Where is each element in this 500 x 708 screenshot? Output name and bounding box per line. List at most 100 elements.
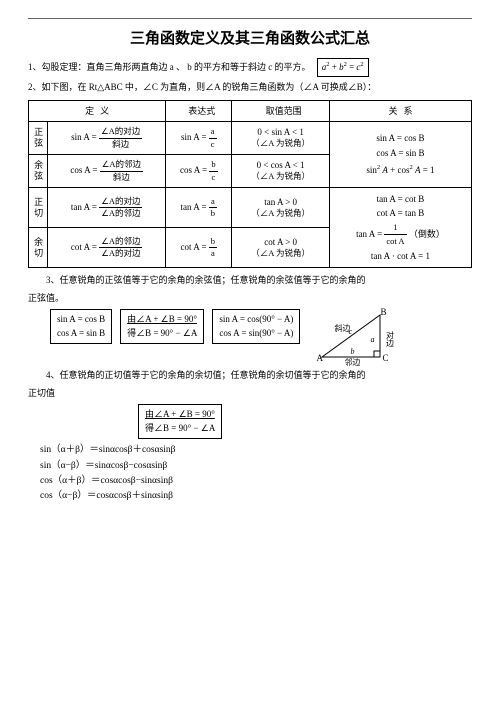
th-range: 取值范围 (232, 101, 330, 122)
tri-a: a (370, 335, 374, 344)
box-derive-B-2: 由∠A + ∠B = 90° 得∠B = 90° − ∠A (138, 404, 222, 439)
cos-expr-den: c (209, 172, 217, 183)
tan-range1: tan A > 0 (235, 196, 326, 208)
tri-opp: 对边 (384, 331, 395, 347)
sin-expr-lhs: sin A = (181, 132, 207, 142)
cos-range1: 0 < cos A < 1 (235, 159, 326, 171)
sin-range2: （∠A 为锐角） (235, 138, 326, 149)
cot-def-lhs: cot A = (71, 242, 97, 252)
para-3: 3、任意锐角的正弦值等于它的余角的余弦值；任意锐角的余弦值等于它的余角的 (28, 274, 472, 288)
table-header-row: 定义 表达式 取值范围 关系 (29, 101, 472, 122)
box3a: sin A = cos(90° − A) (219, 313, 293, 327)
sum-diff-formulas: sin（α＋β）＝sinαcosβ＋cosαsinβ sin（α−β）＝sinα… (40, 443, 472, 504)
formula-sin-diff: sin（α−β）＝sinαcosβ−cosαsinβ (40, 459, 472, 474)
para-pythagoras: 1、勾股定理：直角三角形两直角边 a 、 b 的平方和等于斜边 c 的平方。 a… (28, 58, 472, 77)
row-label-tan: 正切 (29, 188, 48, 228)
cos-expr-num: b (209, 159, 217, 171)
page-title: 三角函数定义及其三角函数公式汇总 (28, 27, 472, 48)
cot-expr-lhs: cot A = (180, 242, 206, 252)
tan-def-lhs: tan A = (71, 202, 97, 212)
rel-2b: cot A = tan B (333, 206, 468, 220)
complementary-row: sin A = cos B cos A = sin B 由∠A + ∠B = 9… (50, 309, 472, 365)
rel-2c-pre: tan A = (356, 229, 382, 239)
box1a: sin A = cos B (57, 313, 105, 327)
table-row: 正弦 sin A = ∠A的对边斜边 sin A = ac 0 < sin A … (29, 122, 472, 155)
formula-cos-sum: cos（α＋β）＝cosαcosβ−sinαsinβ (40, 474, 472, 489)
cos-def: cos A = ∠A的邻边斜边 (48, 155, 166, 188)
sin-range: 0 < sin A < 1 （∠A 为锐角） (232, 122, 330, 155)
cos-expr-lhs: cos A = (180, 165, 207, 175)
box-derive-B: 由∠A + ∠B = 90° 得∠B = 90° − ∠A (120, 309, 204, 344)
cos-range: 0 < cos A < 1 （∠A 为锐角） (232, 155, 330, 188)
tri-c: c (348, 327, 352, 336)
sin-def-num: ∠A的对边 (99, 126, 142, 138)
sin-expr: sin A = ac (166, 122, 232, 155)
rel-2c-num: 1 (384, 221, 406, 236)
cot-def-den: ∠A的对边 (99, 248, 142, 259)
para-4b: 正切值 (28, 387, 472, 401)
cot-range1: cot A > 0 (235, 236, 326, 248)
sin-expr-den: c (209, 139, 217, 150)
box-sinA-cosB: sin A = cos B cos A = sin B (50, 309, 112, 344)
box4b: 得∠B = 90° − ∠A (145, 422, 215, 436)
para-2: 2、如下图，在 Rt△ABC 中，∠C 为直角，则∠A 的锐角三角函数为（∠A … (28, 81, 472, 95)
tan-expr-lhs: tan A = (180, 202, 206, 212)
para-3b: 正弦值。 (28, 292, 472, 306)
rel-1b: cos A = sin B (333, 146, 468, 161)
cot-expr-num: b (209, 236, 217, 248)
para-4: 4、任意锐角的正切值等于它的余角的余切值；任意锐角的余切值等于它的余角的 (28, 369, 472, 383)
cot-range2: （∠A 为锐角） (235, 248, 326, 259)
cos-def-num: ∠A的邻边 (100, 159, 143, 171)
cot-expr: cot A = ba (166, 228, 232, 268)
box4a: 由∠A + ∠B = 90° (145, 408, 215, 422)
th-expr: 表达式 (166, 101, 232, 122)
tan-def-num: ∠A的对边 (99, 196, 142, 208)
tan-expr-num: a (209, 196, 217, 208)
sin-def-lhs: sin A = (71, 132, 97, 142)
th-rel: 关系 (329, 101, 471, 122)
th-def: 定义 (29, 101, 166, 122)
para1-text: 1、勾股定理：直角三角形两直角边 a 、 b 的平方和等于斜边 c 的平方。 (28, 62, 311, 72)
row-label-sin: 正弦 (29, 122, 48, 155)
top-rule (28, 18, 472, 19)
sin-def-den: 斜边 (99, 139, 142, 150)
box1b: cos A = sin B (57, 327, 105, 341)
row-label-cot: 余切 (29, 228, 48, 268)
sin-expr-num: a (209, 126, 217, 138)
tri-B: B (380, 307, 386, 317)
tan-expr-den: b (209, 208, 217, 219)
tri-A: A (316, 353, 323, 363)
cos-expr: cos A = bc (166, 155, 232, 188)
box-90-minus-A: sin A = cos(90° − A) cos A = sin(90° − A… (212, 309, 300, 344)
tan-range: tan A > 0 （∠A 为锐角） (232, 188, 330, 228)
box2b: 得∠B = 90° − ∠A (127, 327, 197, 341)
tan-expr: tan A = ab (166, 188, 232, 228)
cos-def-den: 斜边 (100, 172, 143, 183)
tan-def-den: ∠A的邻边 (99, 208, 142, 219)
box3b: cos A = sin(90° − A) (219, 327, 293, 341)
table-row: 正切 tan A = ∠A的对边∠A的邻边 tan A = ab tan A >… (29, 188, 472, 228)
cot-range: cot A > 0 （∠A 为锐角） (232, 228, 330, 268)
rel-tan-cot: tan A = cot B cot A = tan B tan A = 1cot… (329, 188, 471, 268)
tri-C: C (382, 353, 388, 363)
rel-1a: sin A = cos B (333, 131, 468, 146)
box4-row: 由∠A + ∠B = 90° 得∠B = 90° − ∠A (138, 404, 472, 439)
row-label-cos: 余弦 (29, 155, 48, 188)
formula-sin-sum: sin（α＋β）＝sinαcosβ＋cosαsinβ (40, 443, 472, 458)
formula-cos-diff: cos（α−β）＝cosαcosβ＋sinαsinβ (40, 489, 472, 504)
rel-2c: tan A = 1cot A （倒数） (333, 221, 468, 249)
rel-2c-den: cot A (384, 235, 406, 249)
cos-def-lhs: cos A = (70, 165, 97, 175)
trig-table: 定义 表达式 取值范围 关系 正弦 sin A = ∠A的对边斜边 sin A … (28, 100, 472, 268)
box2a: 由∠A + ∠B = 90° (127, 313, 197, 327)
tri-adj: 邻边 (344, 357, 360, 368)
sin-def: sin A = ∠A的对边斜边 (48, 122, 166, 155)
rel-2d: tan A · cot A = 1 (333, 249, 468, 263)
triangle-diagram: A B C 斜边 对边 邻边 a b c (314, 309, 394, 365)
cot-expr-den: a (209, 248, 217, 259)
rel-sin-cos: sin A = cos B cos A = sin B sin2 A + cos… (329, 122, 471, 188)
cot-def-num: ∠A的邻边 (99, 236, 142, 248)
tri-b: b (350, 347, 354, 356)
cos-range2: （∠A 为锐角） (235, 171, 326, 182)
rel-1c: sin2 A + cos2 A = 1 (333, 162, 468, 178)
